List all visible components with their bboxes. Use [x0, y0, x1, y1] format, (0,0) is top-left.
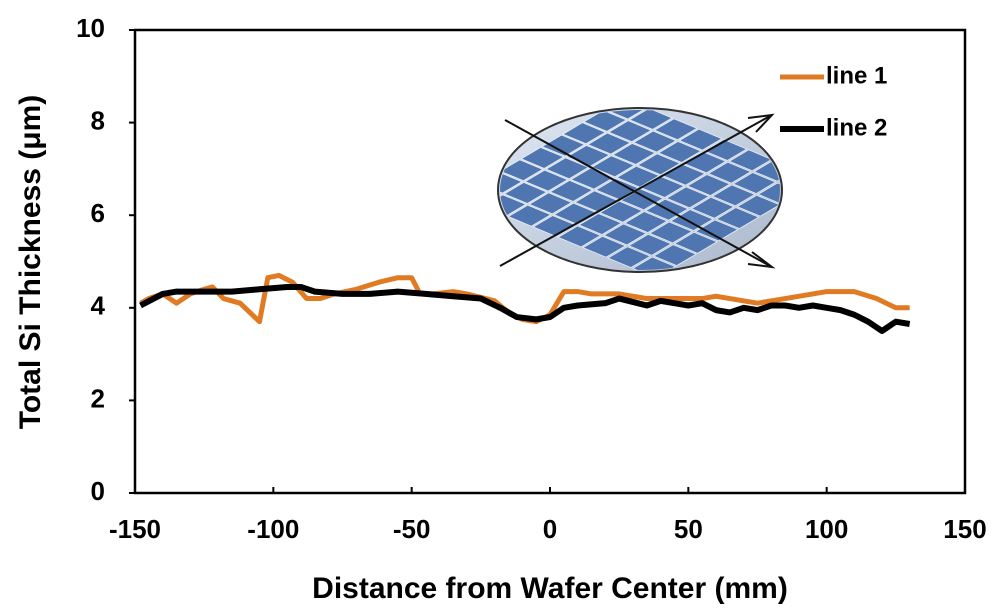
- wafer-die: [632, 130, 677, 153]
- wafer-die: [582, 235, 627, 258]
- wafer-die: [753, 159, 780, 182]
- wafer-die: [562, 122, 607, 145]
- wafer-die: [583, 110, 628, 132]
- y-axis-label: Total Si Thickness (μm): [14, 95, 47, 430]
- series-line: [139, 272, 910, 325]
- wafer-die: [690, 196, 735, 219]
- wafer-die: [500, 194, 527, 217]
- wafer-die: [732, 172, 777, 194]
- wafer-die: [623, 211, 669, 233]
- wafer-die: [557, 225, 602, 248]
- wafer-die: [757, 182, 780, 205]
- wafer-die: [500, 171, 523, 194]
- y-tick-label: 2: [91, 383, 105, 413]
- plot-frame: [133, 28, 967, 495]
- wafer-die: [686, 174, 731, 196]
- wafer-die: [607, 246, 652, 269]
- y-tick-label: 8: [91, 105, 105, 135]
- wafer-die: [703, 139, 748, 161]
- wafer-die: [715, 207, 760, 230]
- x-tick-label: 150: [943, 514, 986, 544]
- wafer-die: [778, 170, 780, 192]
- wafer-die: [665, 186, 710, 209]
- wafer-die: [503, 182, 548, 204]
- x-axis-label: Distance from Wafer Center (mm): [312, 572, 788, 605]
- wafer-die: [603, 223, 648, 246]
- wafer-die: [711, 184, 756, 207]
- x-tick-label: -100: [247, 514, 299, 544]
- wafer-die: [545, 157, 590, 180]
- x-tick-label: -150: [109, 514, 161, 544]
- wafer-die: [520, 146, 565, 169]
- wafer-die: [591, 155, 636, 178]
- legend-label: line 1: [826, 62, 887, 89]
- y-tick-label: 4: [91, 291, 106, 321]
- x-tick-label: 100: [805, 514, 848, 544]
- wafer-die: [507, 204, 552, 227]
- x-tick-label: -50: [393, 514, 431, 544]
- wafer-die: [636, 153, 681, 176]
- wafer-die: [628, 110, 673, 130]
- y-tick-label: 0: [91, 476, 105, 506]
- wafer-die: [652, 244, 697, 267]
- wafer-die: [549, 180, 594, 202]
- wafer-die: [611, 143, 657, 165]
- wafer-die: [541, 134, 586, 157]
- wafer-illustration: [497, 107, 783, 273]
- wafer-die: [603, 110, 648, 120]
- wafer-die: [673, 231, 718, 254]
- wafer-die: [500, 159, 544, 182]
- wafer-die: [607, 120, 652, 143]
- wafer-die: [528, 192, 573, 215]
- wafer-die: [678, 128, 723, 151]
- wafer-die: [694, 219, 739, 242]
- legend-label: line 2: [826, 114, 887, 141]
- wafer-die: [500, 184, 502, 206]
- wafer-die: [532, 215, 577, 237]
- wafer-die: [657, 141, 702, 163]
- wafer-die: [599, 200, 644, 223]
- wafer-die: [628, 233, 673, 256]
- wafer-die: [632, 256, 677, 270]
- y-tick-label: 6: [91, 198, 105, 228]
- wafer-die: [648, 221, 693, 244]
- wafer-die: [728, 149, 773, 172]
- x-tick-label: 0: [543, 514, 557, 544]
- y-tick-label: 10: [76, 13, 105, 43]
- series-line: [139, 283, 911, 334]
- wafer-die: [578, 213, 623, 235]
- x-tick-label: 50: [674, 514, 703, 544]
- wafer-die: [653, 118, 698, 141]
- wafer-die: [669, 209, 714, 231]
- wafer-die: [736, 194, 780, 217]
- wafer-die: [707, 161, 752, 184]
- wafer-die: [524, 169, 569, 192]
- wafer-die: [587, 132, 632, 155]
- wafer-die: [615, 165, 661, 188]
